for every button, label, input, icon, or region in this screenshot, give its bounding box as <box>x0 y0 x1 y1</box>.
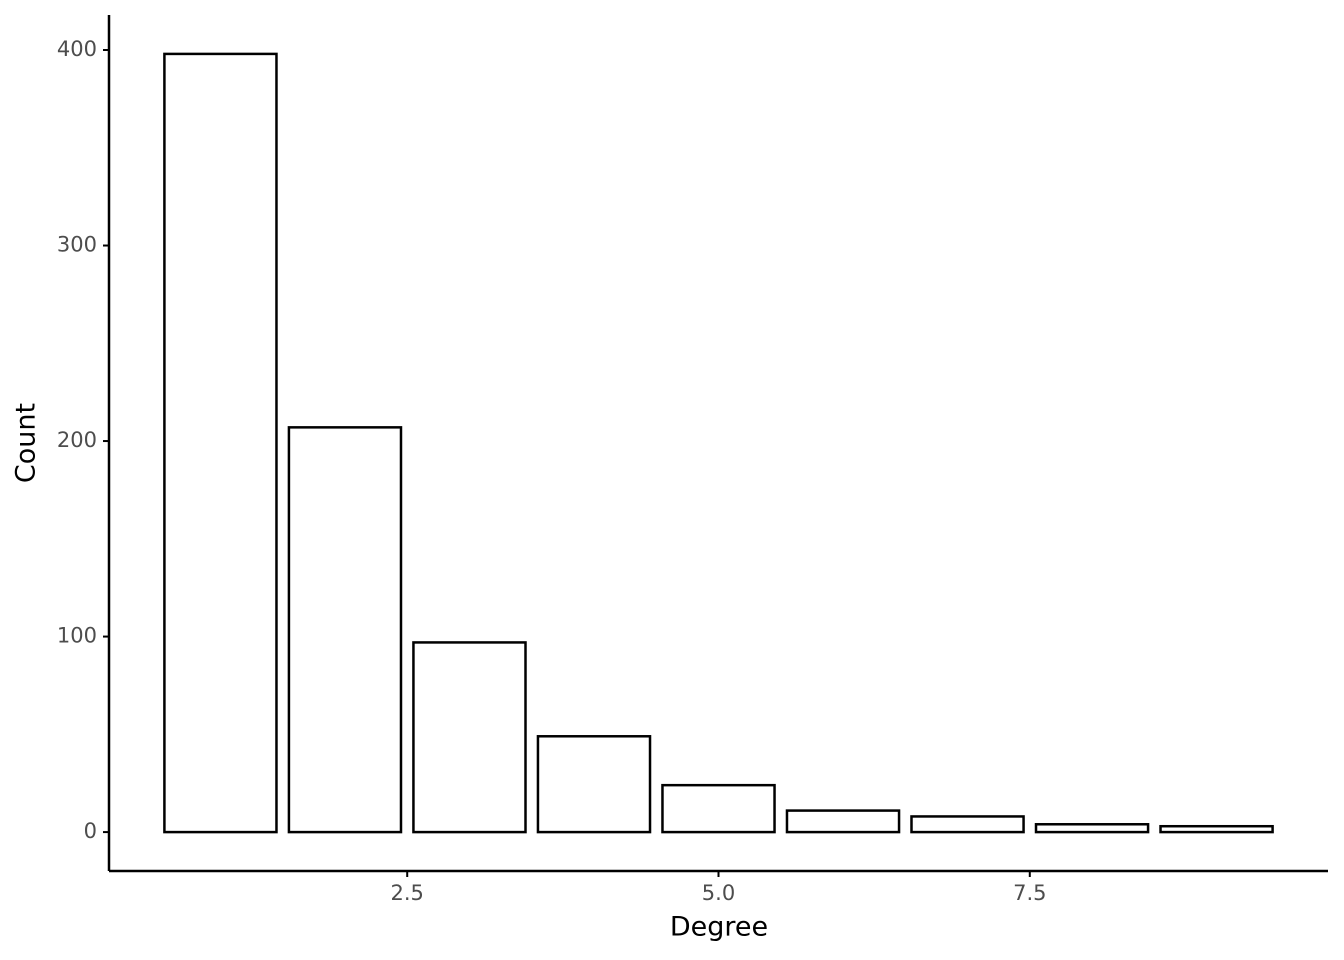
bar <box>661 783 776 834</box>
y-axis-title: Count <box>11 403 42 483</box>
y-tick-label: 300 <box>57 233 97 257</box>
bar <box>1159 824 1274 834</box>
bar <box>1034 823 1150 834</box>
x-axis-title: Degree <box>670 912 768 943</box>
bar <box>412 641 527 834</box>
bar <box>785 809 901 834</box>
bar <box>536 735 652 834</box>
x-tick-label: 5.0 <box>702 881 735 905</box>
bar <box>287 426 403 834</box>
bar <box>163 52 278 834</box>
y-tick-label: 400 <box>57 37 97 61</box>
x-tick-label: 7.5 <box>1013 881 1046 905</box>
bar <box>910 815 1025 834</box>
x-tick-label: 2.5 <box>391 881 424 905</box>
y-tick-label: 0 <box>84 819 97 843</box>
y-tick-label: 100 <box>57 624 97 648</box>
y-tick-label: 200 <box>57 428 97 452</box>
